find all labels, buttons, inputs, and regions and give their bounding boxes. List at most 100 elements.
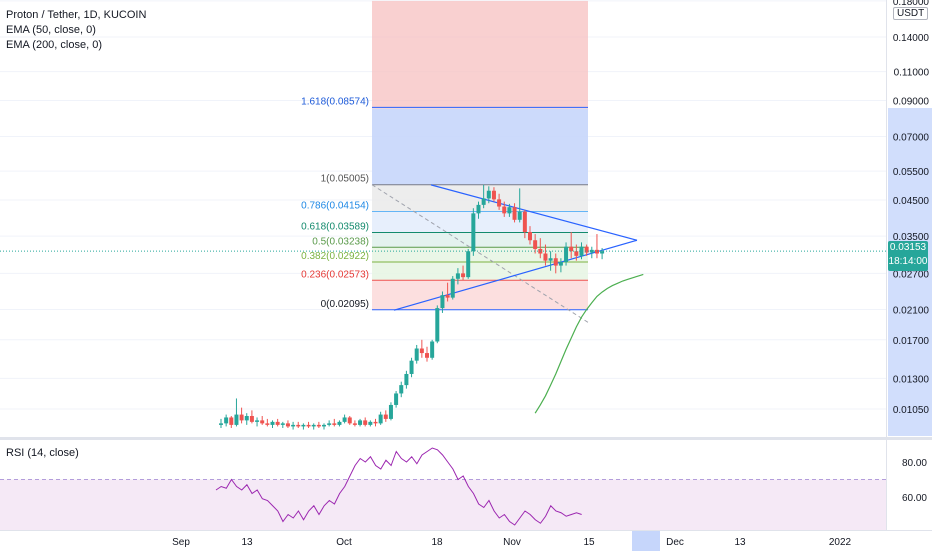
candle-body [363, 420, 368, 425]
candle-body [440, 295, 445, 309]
candle-body [471, 213, 476, 252]
symbol-title[interactable]: Proton / Tether, 1D, KUCOIN [6, 9, 147, 21]
candle-body [285, 423, 290, 427]
candle-body [558, 262, 563, 266]
candle-body [291, 424, 296, 427]
candle-body [425, 353, 429, 358]
price-tick-label: 0.01300 [893, 374, 930, 385]
candle-body [435, 308, 440, 342]
price-tick-label: 0.07000 [893, 133, 930, 144]
candle-body [239, 414, 244, 421]
pane-separator[interactable] [0, 437, 932, 440]
candle-body [461, 273, 466, 278]
time-axis[interactable]: Sep 13 Oct 18 Nov 15 Dec 13 2022 [0, 530, 932, 551]
candle-body [491, 190, 496, 200]
candle-body [579, 246, 584, 256]
candle-body [388, 404, 393, 419]
candle-body [270, 421, 275, 425]
price-tick-label: 0.14000 [893, 33, 930, 44]
candle-body [574, 251, 579, 256]
candlestick-chart[interactable]: 0(0.02095) 0.236(0.02573) 0.382(0.02922) 0.… [0, 0, 886, 438]
candle-body [265, 423, 270, 425]
candle-body [414, 348, 419, 361]
time-tick-label: Sep [172, 537, 190, 548]
candle-body [306, 424, 311, 427]
candle-body [332, 423, 337, 425]
time-tick-label: 13 [734, 537, 746, 548]
candle-body [528, 232, 532, 241]
rsi-legend[interactable]: RSI (14, close) [6, 447, 79, 459]
candle-body [517, 211, 522, 220]
countdown-timer: 18:14:00 [888, 256, 928, 267]
rsi-pane[interactable] [0, 440, 886, 530]
candle-body [450, 278, 455, 298]
candle-body [569, 246, 574, 252]
candle-body [368, 421, 373, 425]
triangle-upper-line [430, 184, 638, 241]
fib-label-1: 0.236(0.02573) [301, 269, 369, 280]
candle-body [316, 424, 321, 427]
candle-body [322, 424, 326, 427]
last-price-value: 0.03153 [889, 242, 927, 253]
candle-body [600, 251, 605, 254]
candle-body [481, 198, 486, 205]
ema200-legend[interactable]: EMA (200, close, 0) [6, 39, 102, 51]
currency-badge[interactable]: USDT [893, 7, 929, 20]
candle-body [296, 424, 301, 427]
candle-body [445, 295, 450, 298]
axis-target-highlight [888, 108, 932, 436]
candle-body [249, 416, 254, 422]
candle-body [455, 273, 460, 279]
candle-body [234, 414, 239, 425]
candle-body [548, 258, 553, 261]
candle-body [394, 393, 399, 405]
price-tick-label: 0.01050 [893, 405, 930, 416]
candle-body [337, 421, 342, 425]
price-tick-label: 0.04500 [893, 196, 930, 207]
time-tick-label: Nov [503, 537, 521, 548]
price-tick-label: 0.02700 [893, 269, 930, 280]
rsi-tick-label: 80.00 [902, 458, 927, 469]
candle-body [476, 204, 481, 214]
candle-body [275, 421, 280, 425]
candle-body [502, 206, 507, 214]
fib-label-5: 0.786(0.04154) [301, 200, 369, 211]
fib-band-0 [372, 280, 588, 310]
price-tick-label: 0.03500 [893, 232, 930, 243]
candle-body [430, 341, 435, 358]
candle-body [512, 207, 517, 220]
candle-body [522, 211, 527, 233]
rsi-line [215, 447, 582, 526]
candle-body [486, 190, 491, 199]
candle-body [244, 416, 249, 421]
rsi-chart[interactable] [0, 440, 886, 530]
fib-band-3 [372, 232, 588, 248]
candle-body [347, 417, 352, 424]
time-tick-label: 13 [241, 537, 253, 548]
risk-zone [372, 0, 588, 109]
price-tick-label: 0.02100 [893, 305, 930, 316]
candle-body [327, 423, 332, 425]
candle-body [219, 423, 223, 425]
main-chart-pane[interactable]: 0(0.02095) 0.236(0.02573) 0.382(0.02922) 0.… [0, 0, 886, 438]
fib-band-4 [372, 211, 588, 233]
candle-body [399, 385, 404, 394]
candle-body [311, 424, 316, 427]
fib-label-6: 1(0.05005) [321, 174, 369, 185]
rsi-band [0, 479, 886, 530]
candle-body [419, 348, 424, 354]
price-axis[interactable]: 0.18000 0.14000 0.11000 0.09000 0.07000 0.055… [886, 0, 932, 530]
ema50-legend[interactable]: EMA (50, close, 0) [6, 24, 96, 36]
candle-body [358, 420, 363, 425]
candle-body [301, 424, 306, 427]
candle-body [533, 240, 538, 249]
price-tick-label: 0.11000 [894, 68, 930, 79]
candle-body [409, 360, 414, 374]
candle-body [497, 199, 502, 207]
price-tick-label: 0.01700 [893, 336, 930, 347]
candle-body [352, 423, 357, 425]
candle-body [224, 417, 229, 424]
fib-trendline [371, 184, 589, 323]
last-price-tag: 0.03153 18:14:00 [888, 241, 928, 271]
candle-body [594, 249, 599, 254]
